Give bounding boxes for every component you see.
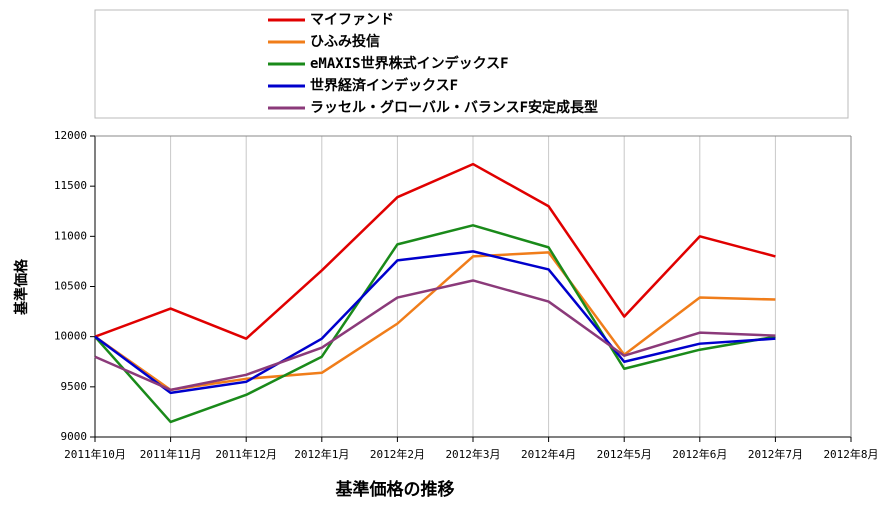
x-tick-label: 2012年3月 [445, 447, 500, 461]
x-tick-label: 2011年11月 [140, 447, 202, 461]
y-tick-label: 9000 [61, 430, 88, 443]
x-tick-label: 2012年5月 [597, 447, 652, 461]
legend-label: eMAXIS世界株式インデックスF [310, 55, 509, 72]
y-tick-label: 12000 [54, 129, 87, 142]
series-line [94, 224, 776, 424]
x-tick-label: 2012年8月 [823, 447, 878, 461]
y-tick-label: 10500 [54, 280, 87, 293]
series-line [94, 250, 776, 395]
x-tick-label: 2012年4月 [521, 447, 576, 461]
chart-title: 基準価格の推移 [335, 479, 455, 500]
x-tick-label: 2012年1月 [294, 447, 349, 461]
legend-label: ひふみ投信 [310, 33, 380, 50]
legend-label: 世界経済インデックスF [310, 77, 458, 94]
y-tick-label: 10000 [54, 330, 87, 343]
x-tick-label: 2011年10月 [64, 447, 126, 461]
x-tick-label: 2012年7月 [748, 447, 803, 461]
series-line [94, 279, 776, 392]
y-tick-label: 11500 [54, 179, 87, 192]
x-tick-label: 2012年2月 [370, 447, 425, 461]
y-axis-label: 基準価格 [13, 258, 30, 315]
legend-box [94, 9, 849, 119]
legend-label: ラッセル・グローバル・バランスF安定成長型 [310, 99, 598, 116]
series-line [94, 162, 776, 340]
y-tick-label: 11000 [54, 229, 87, 242]
y-tick-label: 9500 [61, 380, 88, 393]
legend-label: マイファンド [310, 12, 394, 28]
x-tick-label: 2012年6月 [672, 447, 727, 461]
x-tick-label: 2011年12月 [215, 447, 277, 461]
